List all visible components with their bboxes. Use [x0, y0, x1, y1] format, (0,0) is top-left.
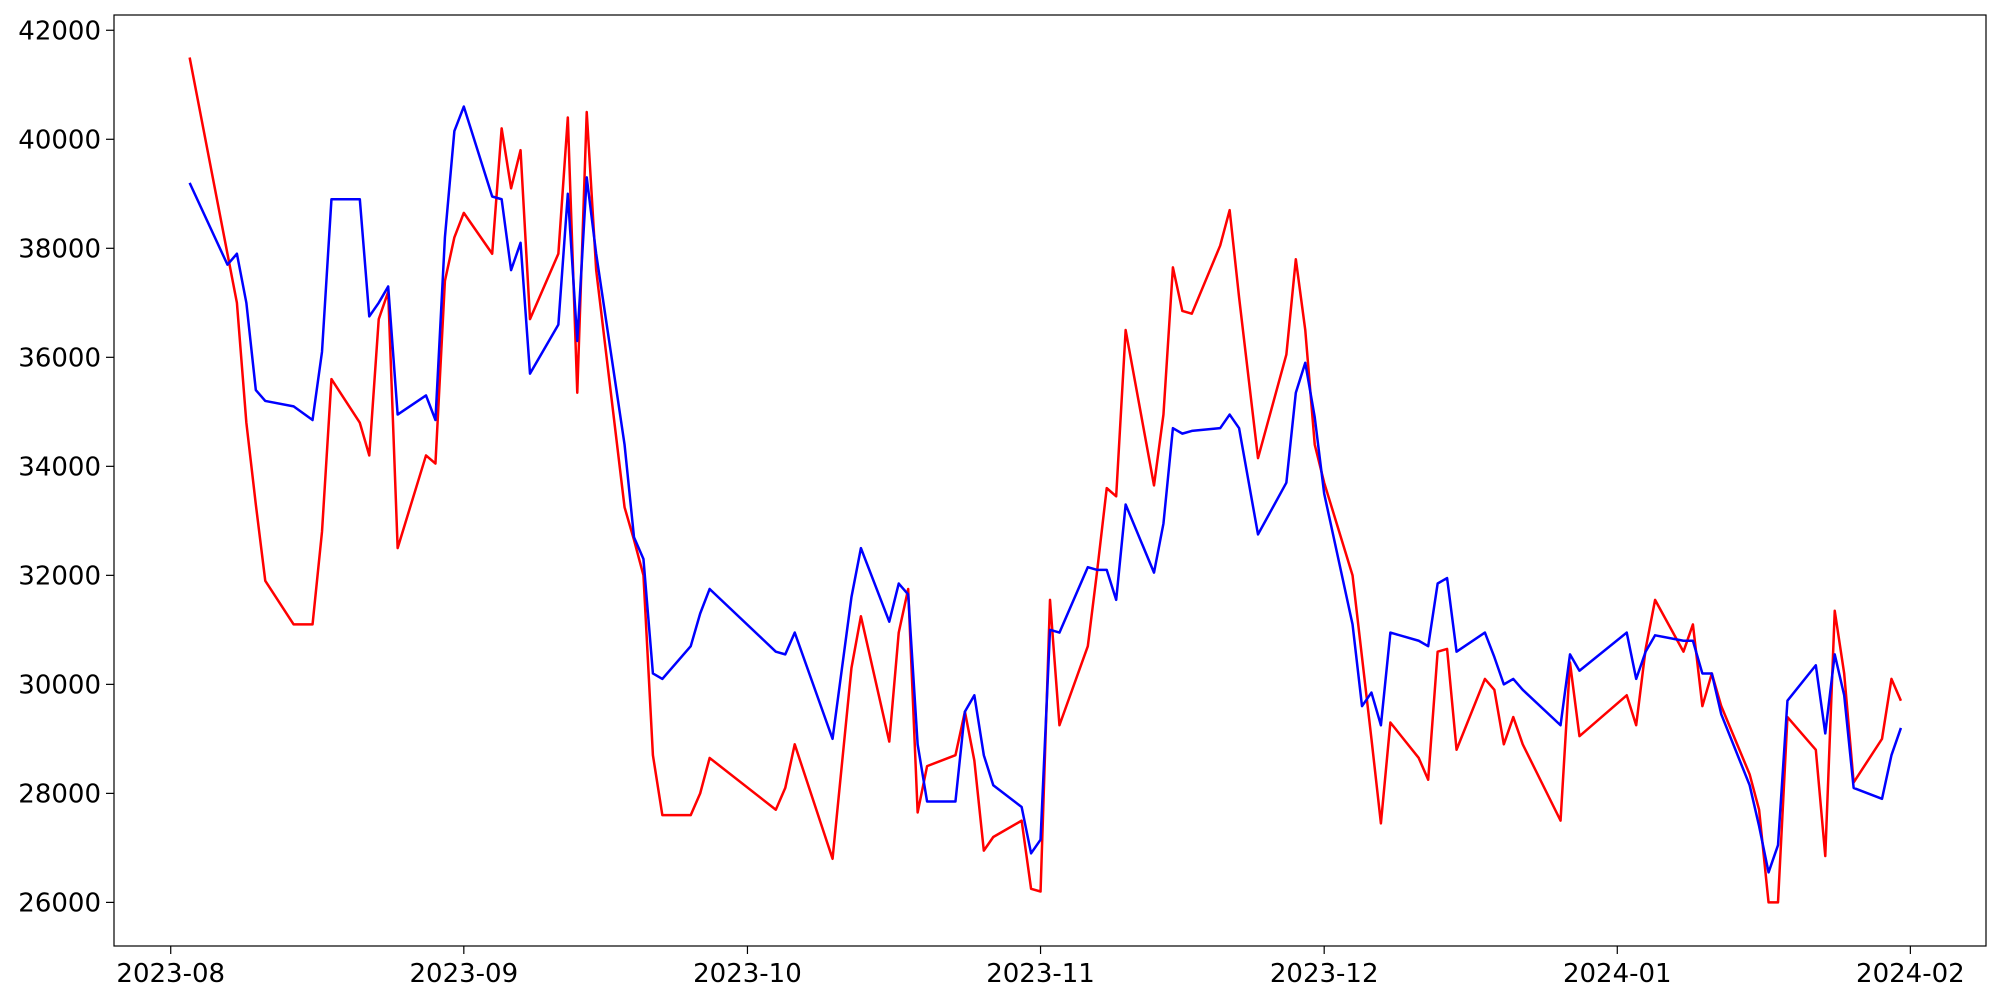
x-tick-label: 2024-02	[1856, 959, 1965, 989]
line-series	[188, 105, 1903, 874]
y-tick-label: 34000	[18, 452, 101, 482]
y-tick-label: 36000	[18, 343, 101, 373]
y-tick-label: 42000	[18, 16, 101, 46]
line-series	[188, 57, 1903, 904]
y-tick-label: 40000	[18, 125, 101, 155]
x-tick-label: 2023-09	[409, 959, 518, 989]
y-tick-label: 32000	[18, 561, 101, 591]
y-tick-label: 28000	[18, 779, 101, 809]
x-tick-label: 2024-01	[1563, 959, 1672, 989]
y-tick-label: 26000	[18, 888, 101, 918]
y-tick-label: 30000	[18, 670, 101, 700]
y-tick-label: 38000	[18, 234, 101, 264]
x-tick-label: 2023-10	[693, 959, 802, 989]
plot-frame	[113, 14, 1987, 947]
x-tick-label: 2023-11	[986, 959, 1095, 989]
x-tick-label: 2023-08	[116, 959, 225, 989]
x-tick-label: 2023-12	[1270, 959, 1379, 989]
